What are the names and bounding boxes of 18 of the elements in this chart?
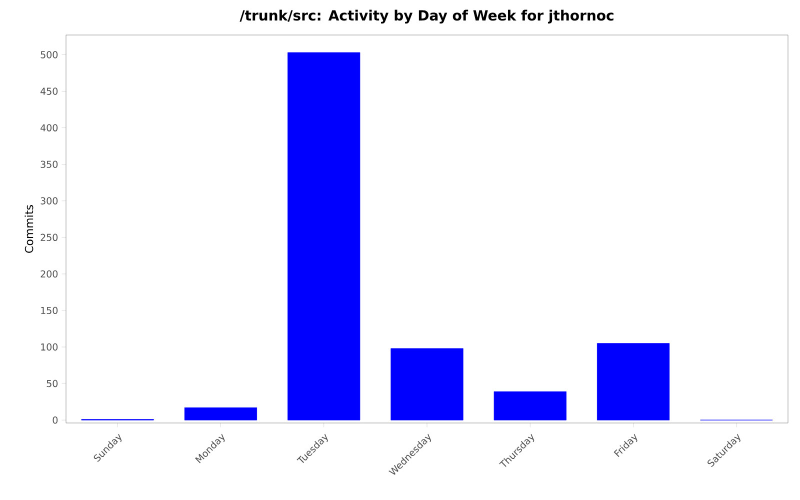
chart-title: /trunk/src: Activity by Day of Week for jthornoc bbox=[240, 10, 614, 24]
y-tick-label: 150 bbox=[41, 306, 58, 314]
y-tick-label: 0 bbox=[52, 416, 58, 424]
y-axis-title: Commits bbox=[24, 205, 34, 253]
y-tick-label: 250 bbox=[40, 234, 58, 241]
bar bbox=[494, 391, 566, 420]
bar bbox=[288, 52, 360, 420]
y-tick-label: 200 bbox=[40, 270, 58, 278]
bar bbox=[184, 407, 258, 420]
y-tick-label: 50 bbox=[46, 380, 58, 388]
y-tick-label: 100 bbox=[41, 343, 58, 351]
y-tick-label: 450 bbox=[40, 88, 58, 95]
y-tick-label: 400 bbox=[40, 124, 58, 132]
y-tick-label: 500 bbox=[40, 51, 58, 58]
bar bbox=[390, 348, 464, 420]
y-tick-label: 300 bbox=[40, 197, 58, 204]
bar bbox=[596, 343, 670, 420]
y-tick-label: 350 bbox=[40, 160, 58, 168]
